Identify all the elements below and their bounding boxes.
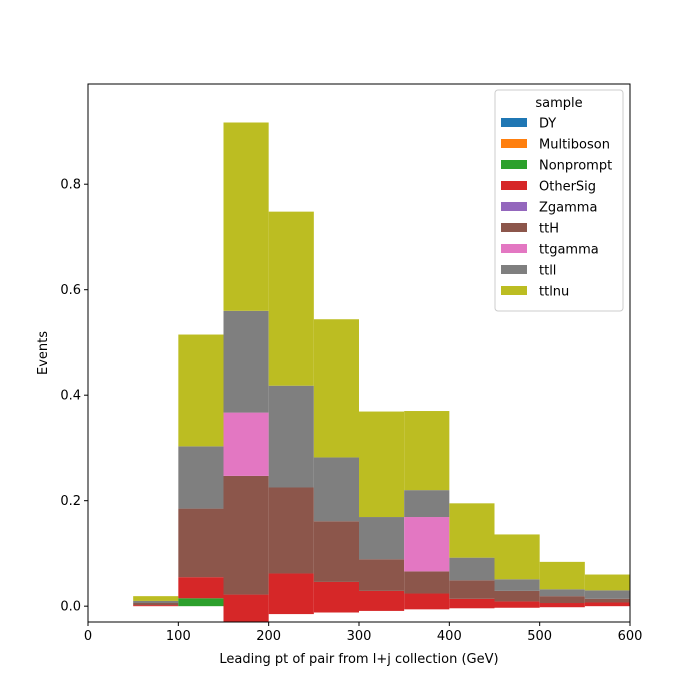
bar-othersig-bin-2 (223, 594, 269, 622)
legend-label-othersig: OtherSig (539, 180, 596, 195)
bar-othersig-bin-6 (404, 593, 450, 610)
x-tick-label: 0 (84, 629, 92, 644)
x-tick-label: 400 (437, 629, 462, 644)
bar-tth-bin-10 (584, 598, 630, 603)
legend-label-ttlnu: ttlnu (539, 285, 569, 300)
x-axis-ticks: 0 100 200 300 400 500 600 (84, 622, 643, 644)
bar-tth-bin-0 (133, 603, 179, 606)
x-tick-label: 500 (527, 629, 552, 644)
bar-ttll-bin-9 (539, 589, 585, 597)
legend-swatch-multiboson (501, 139, 527, 148)
legend: sample DY Multiboson Nonprompt OtherSig Zgamm… (494, 89, 624, 312)
y-tick-label: 0.8 (60, 178, 81, 193)
bar-ttll-bin-0 (133, 600, 179, 604)
bar-othersig-bin-7 (449, 598, 495, 609)
bar-othersig-bin-10 (584, 602, 630, 607)
bar-tth-bin-3 (268, 487, 314, 574)
bar-ttlnu-bin-9 (539, 561, 585, 590)
legend-title: sample (535, 96, 582, 111)
legend-swatch-ttgamma (501, 244, 527, 253)
bar-ttgamma-bin-6 (404, 517, 450, 572)
legend-swatch-ttll (501, 265, 527, 274)
legend-swatch-ttlnu (501, 286, 527, 295)
legend-label-multiboson: Multiboson (539, 138, 610, 153)
bar-othersig-bin-5 (359, 590, 405, 611)
legend-swatch-nonprompt (501, 160, 527, 169)
bar-ttll-bin-6 (404, 490, 450, 518)
legend-label-ttgamma: ttgamma (539, 243, 599, 258)
x-tick-label: 100 (166, 629, 191, 644)
y-axis-ticks: 0.0 0.2 0.4 0.6 0.8 (60, 178, 88, 615)
bar-ttlnu-bin-1 (178, 334, 224, 447)
x-tick-label: 200 (256, 629, 281, 644)
bar-ttll-bin-5 (359, 517, 405, 560)
y-tick-label: 0.6 (60, 283, 81, 298)
y-axis-label: Events (36, 331, 51, 375)
bar-ttll-bin-7 (449, 557, 495, 581)
legend-swatch-othersig (501, 181, 527, 190)
bar-tth-bin-4 (313, 521, 359, 582)
legend-label-dy: DY (539, 117, 556, 132)
bar-othersig-bin-0 (133, 605, 179, 607)
legend-swatch-dy (501, 118, 527, 127)
bar-othersig-bin-1 (178, 577, 224, 599)
y-tick-label: 0.0 (60, 600, 81, 615)
bar-tth-bin-5 (359, 559, 405, 591)
bar-ttll-bin-8 (494, 579, 540, 591)
x-tick-label: 300 (347, 629, 372, 644)
bar-tth-bin-8 (494, 590, 540, 602)
bar-ttgamma-bin-2 (223, 412, 269, 476)
bar-othersig-bin-4 (313, 581, 359, 613)
bar-othersig-bin-9 (539, 603, 585, 608)
bar-ttlnu-bin-3 (268, 211, 314, 386)
y-tick-label: 0.2 (60, 494, 81, 509)
bar-othersig-bin-8 (494, 601, 540, 608)
bar-ttlnu-bin-6 (404, 411, 450, 491)
y-tick-label: 0.4 (60, 389, 81, 404)
bar-layer (133, 122, 630, 622)
bar-othersig-bin-3 (268, 573, 314, 615)
bar-tth-bin-2 (223, 475, 269, 595)
bar-ttlnu-bin-8 (494, 534, 540, 580)
legend-label-tth: ttH (539, 222, 559, 237)
legend-label-nonprompt: Nonprompt (539, 159, 612, 174)
bar-ttlnu-bin-10 (584, 574, 630, 591)
legend-swatch-tth (501, 223, 527, 232)
x-tick-label: 600 (618, 629, 643, 644)
bar-tth-bin-7 (449, 580, 495, 599)
legend-swatch-zgamma (501, 202, 527, 211)
bar-ttlnu-bin-4 (313, 319, 359, 458)
bar-tth-bin-1 (178, 508, 224, 578)
bar-ttll-bin-4 (313, 457, 359, 522)
bar-ttlnu-bin-0 (133, 596, 179, 601)
bar-ttll-bin-1 (178, 446, 224, 509)
bar-ttll-bin-10 (584, 590, 630, 599)
bar-ttlnu-bin-7 (449, 503, 495, 558)
bar-ttlnu-bin-2 (223, 122, 269, 311)
legend-label-zgamma: Zgamma (539, 201, 597, 216)
bar-ttll-bin-3 (268, 385, 314, 488)
bar-tth-bin-9 (539, 596, 585, 604)
bar-ttll-bin-2 (223, 310, 269, 413)
bar-ttlnu-bin-5 (359, 411, 405, 518)
bar-tth-bin-6 (404, 571, 450, 594)
x-axis-label: Leading pt of pair from l+j collection (… (219, 652, 498, 667)
bar-nonprompt-bin-1 (178, 598, 224, 607)
legend-label-ttll: ttll (539, 264, 556, 279)
